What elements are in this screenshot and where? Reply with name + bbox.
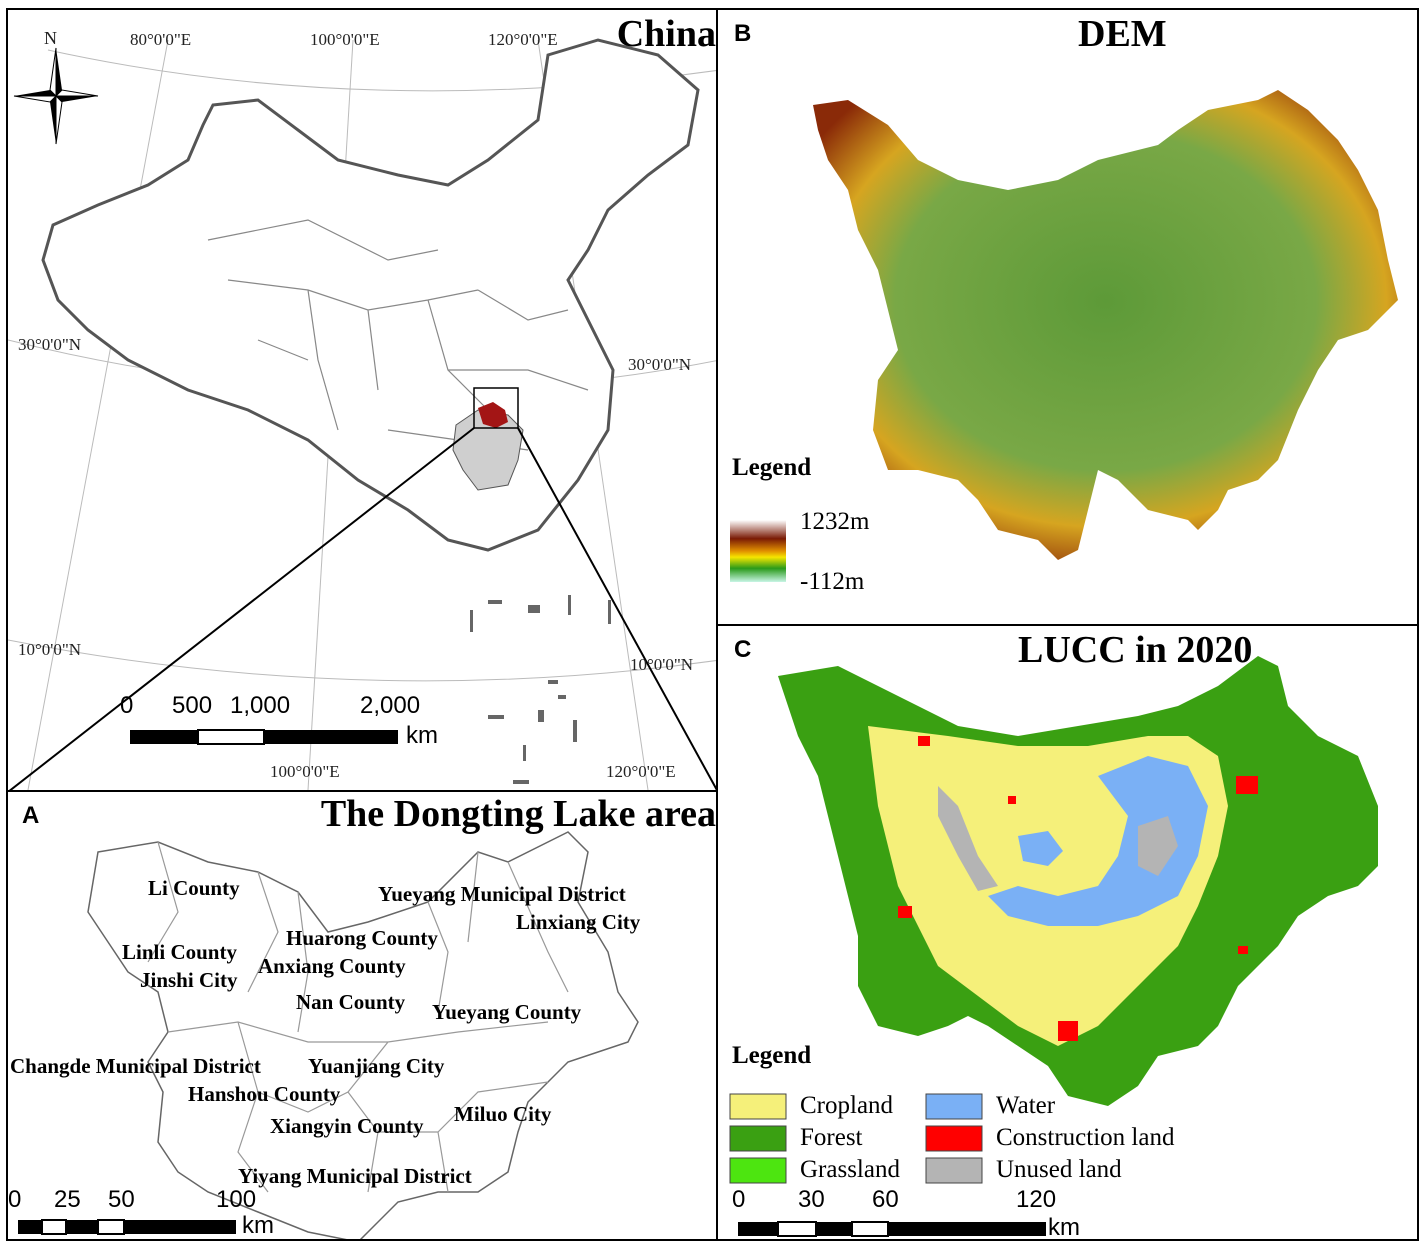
dem-title: DEM	[1078, 13, 1167, 55]
dem-legend-title: Legend	[732, 454, 812, 481]
a-scale-tick: 0	[8, 1186, 22, 1213]
dem-raster	[813, 90, 1398, 560]
county-label: Hanshou County	[188, 1082, 341, 1106]
legend-label-forest: Forest	[800, 1124, 863, 1151]
study-area-marker	[478, 402, 508, 428]
county-label: Huarong County	[286, 926, 438, 950]
china-scale-unit: km	[406, 722, 438, 749]
lucc-legend-swatches	[729, 1093, 983, 1184]
panel-letter-b: B	[734, 20, 752, 47]
county-label: Anxiang County	[258, 954, 406, 978]
china-title: China	[616, 13, 716, 55]
dem-legend-ramp	[730, 520, 786, 582]
a-scale-bar	[18, 1219, 236, 1235]
a-scale-tick: 25	[54, 1186, 81, 1213]
china-map	[8, 38, 716, 790]
coord-top-80e: 80°0'0"E	[130, 30, 192, 49]
coord-right-30n: 30°0'0"N	[628, 355, 692, 374]
a-scale-tick: 50	[108, 1186, 135, 1213]
legend-label-cropland: Cropland	[800, 1092, 894, 1119]
china-outline	[41, 38, 700, 552]
dem-map	[730, 90, 1398, 582]
county-label: Yiyang Municipal District	[238, 1164, 472, 1188]
county-label: Changde Municipal District	[10, 1054, 261, 1078]
north-arrow	[13, 47, 99, 145]
lucc-water	[988, 756, 1208, 926]
panel-a: A The Dongting Lake area Li County Yueya…	[6, 790, 718, 1241]
china-scale-tick: 500	[172, 692, 213, 719]
lucc-water-lake	[1018, 831, 1063, 866]
south-china-sea-islands	[470, 595, 611, 784]
coord-bottom-100e: 100°0'0"E	[270, 762, 340, 781]
county-label: Yueyang County	[432, 1000, 582, 1024]
china-scale-tick: 2,000	[360, 692, 421, 719]
county-label: Nan County	[296, 990, 406, 1014]
panel-letter-a: A	[22, 802, 40, 829]
county-label: Yuanjiang City	[308, 1054, 445, 1078]
c-scale-tick: 30	[798, 1186, 825, 1213]
county-label: Linli County	[122, 940, 237, 964]
lucc-construction	[898, 736, 1258, 1041]
c-scale-tick: 0	[732, 1186, 746, 1213]
panel-c: C LUCC in 2020 Legend Cropland Forest Gr…	[716, 624, 1419, 1241]
county-label: Jinshi City	[140, 968, 238, 992]
graticule-meridian	[27, 39, 169, 790]
north-label: N	[44, 28, 57, 48]
county-label: Yueyang Municipal District	[378, 882, 626, 906]
a-scale-unit: km	[242, 1212, 274, 1239]
county-label: Linxiang City	[516, 910, 641, 934]
dongting-title: The Dongting Lake area	[320, 793, 716, 835]
county-label: Xiangyin County	[270, 1114, 424, 1138]
c-scale-tick: 60	[872, 1186, 899, 1213]
dem-max-label: 1232m	[800, 508, 870, 535]
coord-bottom-120e: 120°0'0"E	[606, 762, 676, 781]
legend-label-water: Water	[996, 1092, 1056, 1119]
panel-letter-c: C	[734, 636, 752, 663]
inset-box	[473, 387, 519, 429]
dongting-area-outline	[87, 831, 639, 1239]
panel-b: B DEM Legend 1232m -112m	[716, 8, 1419, 626]
legend-label-construction: Construction land	[996, 1124, 1175, 1151]
lucc-map	[729, 656, 1378, 1237]
dem-min-label: -112m	[800, 568, 865, 595]
china-scale-tick: 0	[120, 692, 134, 719]
lucc-unused	[1138, 816, 1178, 876]
coord-left-30n: 30°0'0"N	[18, 335, 82, 354]
county-borders	[147, 841, 569, 1193]
lucc-legend-title: Legend	[732, 1042, 812, 1069]
a-scale-tick: 100	[216, 1186, 257, 1213]
county-label: Li County	[148, 876, 240, 900]
coord-left-10n: 10°0'0"N	[18, 640, 82, 659]
graticule-parallel	[8, 639, 716, 682]
legend-label-grassland: Grassland	[800, 1156, 900, 1183]
zoom-line-right	[517, 427, 716, 790]
china-scale-bar	[130, 729, 398, 745]
c-scale-unit: km	[1048, 1214, 1080, 1241]
zoom-line-left	[8, 427, 475, 790]
c-scale-bar	[738, 1221, 1046, 1237]
china-overview-panel: China N 80°0'0"E 100°0'0"E 120°0'0"E 30°…	[6, 8, 718, 792]
coord-right-10n: 10°0'0"N	[630, 655, 694, 674]
county-label: Miluo City	[454, 1102, 552, 1126]
county-map	[18, 831, 639, 1239]
lucc-title: LUCC in 2020	[1018, 629, 1253, 671]
legend-label-unused: Unused land	[996, 1156, 1122, 1183]
lucc-unused-channel	[938, 786, 998, 891]
coord-top-100e: 100°0'0"E	[310, 30, 380, 49]
coord-top-120e: 120°0'0"E	[488, 30, 558, 49]
c-scale-tick: 120	[1016, 1186, 1057, 1213]
china-scale-tick: 1,000	[230, 692, 291, 719]
